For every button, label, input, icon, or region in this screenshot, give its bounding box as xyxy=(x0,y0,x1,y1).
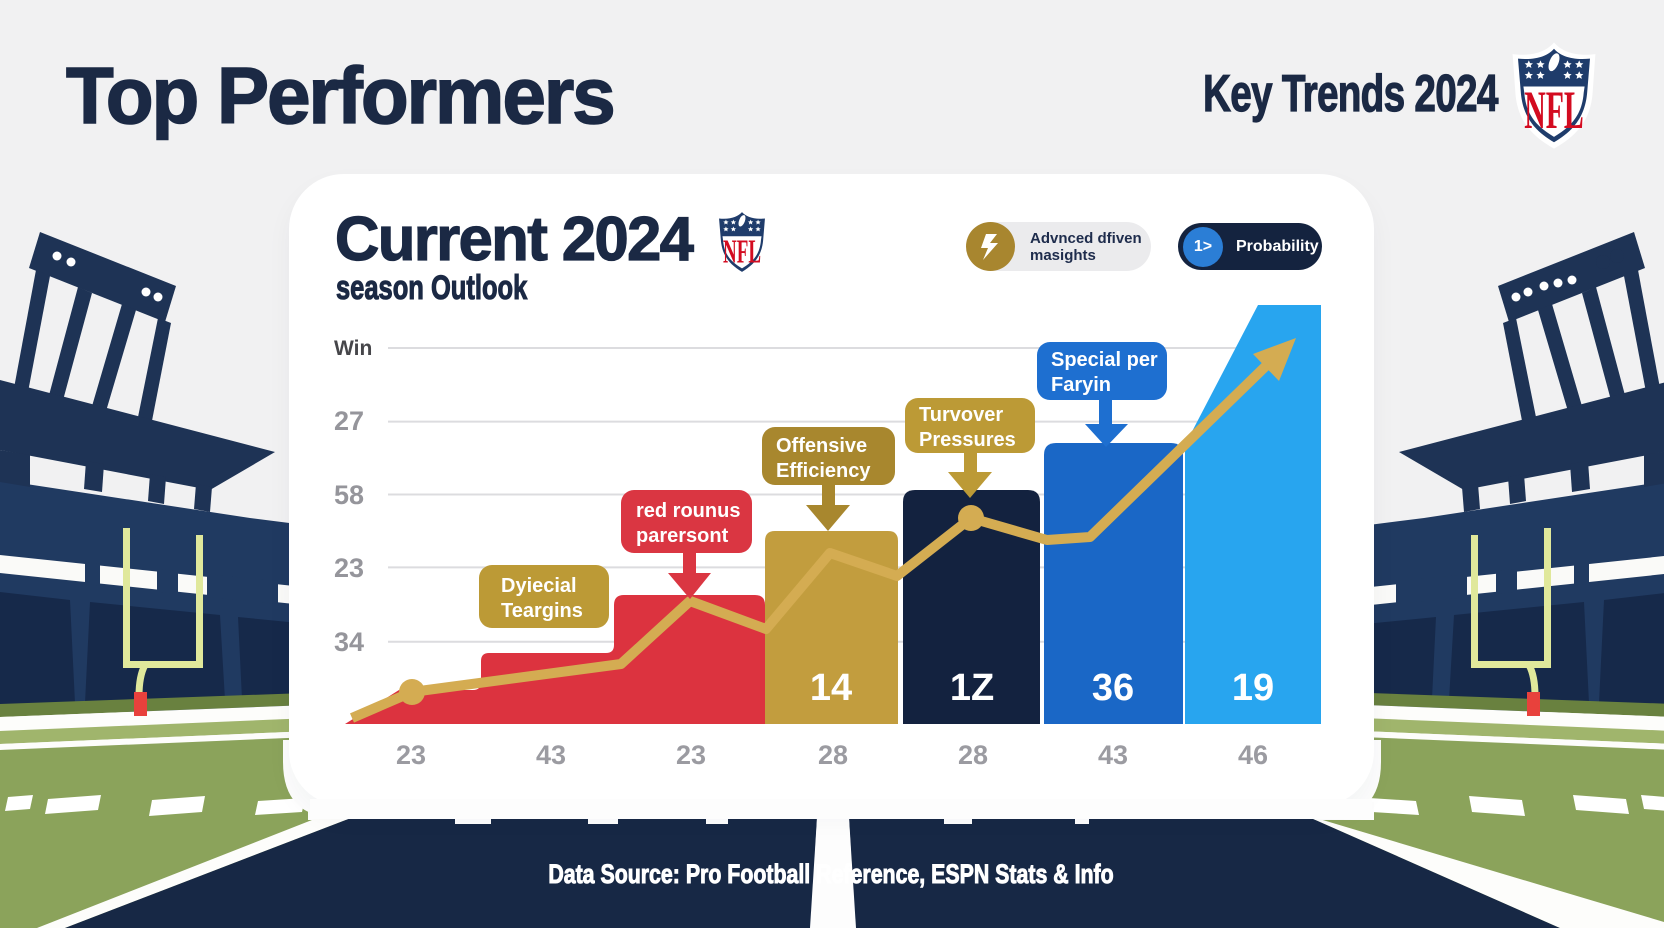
svg-text:NFL: NFL xyxy=(723,232,761,270)
svg-text:NFL: NFL xyxy=(1524,81,1584,140)
